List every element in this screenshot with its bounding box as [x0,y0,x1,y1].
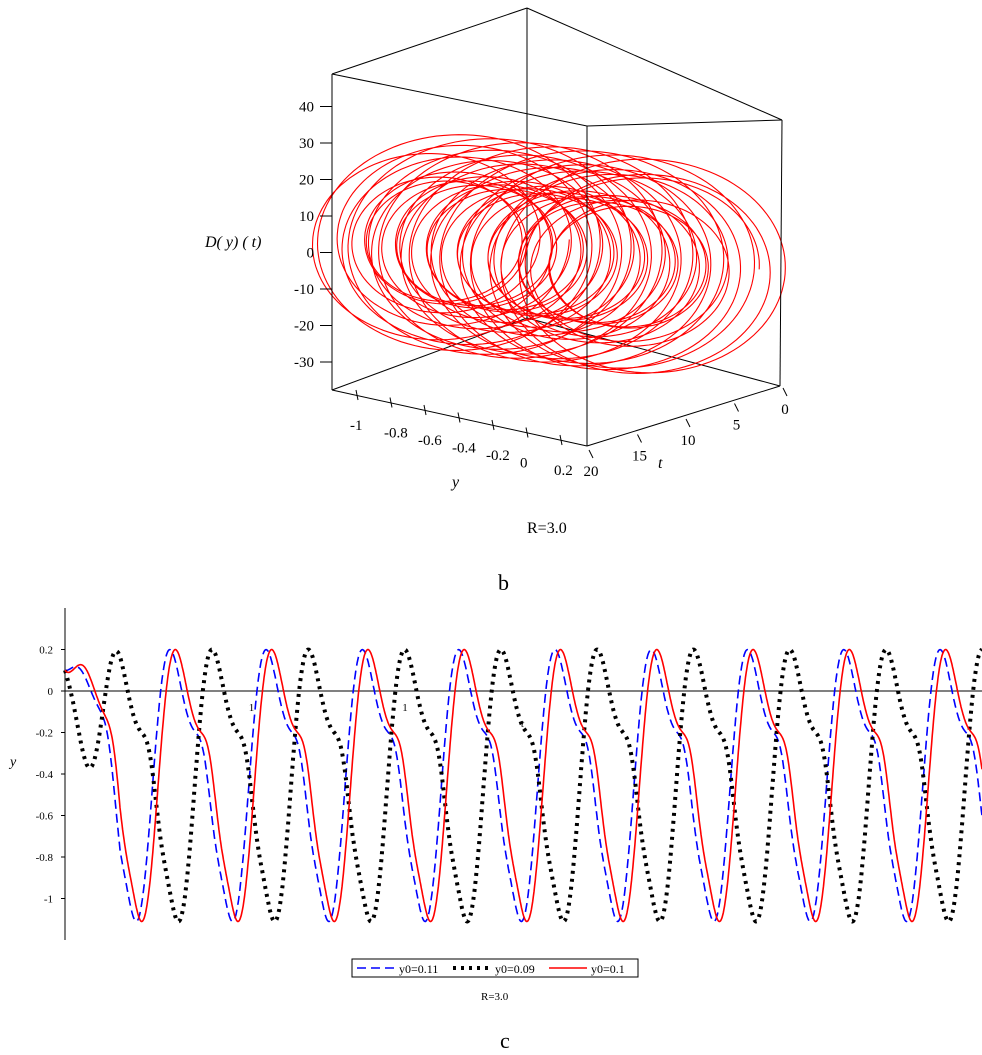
axes-2d: 0.2 0 -0.2 -0.4 -0.6 -0.8 -1 1 1 [36,608,982,940]
box-edge [526,317,781,387]
panel-label-c: c [500,1028,510,1053]
axis-ticks-3d: -30 -20 -10 0 10 20 30 40 -1 -0.8 -0.6 -0.4 -0.2 0 0.2… [294,100,789,481]
box-edge [586,385,781,447]
chart-3d: -30 -20 -10 0 10 20 30 40 -1 -0.8 -0.6 -0.4 -0.2 0 0.2… [204,7,789,491]
y-tick-label: -1 [44,894,53,906]
caption-b: R=3.0 [527,520,567,537]
t-tick-mark [685,418,691,428]
legend-label: y0=0.11 [399,962,438,976]
y-tick-label: 0.2 [554,463,573,479]
y-tick-label: 0.2 [39,645,53,657]
z-tick-label: 30 [299,136,314,152]
box-edge [331,73,588,127]
y-tick-mark [355,389,359,401]
box-edge [526,7,783,121]
y-tick-label: -1 [350,418,363,434]
y-tick-mark [559,434,563,446]
y-tick-label: -0.8 [384,426,408,442]
y-tick-label: -0.6 [36,811,54,823]
y-tick-label: -0.2 [486,448,510,464]
t-tick-label: 5 [733,418,741,434]
y-tick-label: -0.4 [452,441,476,457]
legend-label: y0=0.1 [591,962,625,976]
box-edge [779,119,783,387]
t-axis-label: t [658,455,663,472]
t-tick-mark [588,449,594,459]
z-tick-label: 0 [307,246,315,262]
y-tick-label: -0.8 [36,852,54,864]
x-tick-label: 1 [402,702,408,714]
panel-label-b: b [498,570,509,595]
y-tick-label: -0.2 [36,728,53,740]
t-tick-label: 10 [681,433,696,449]
y-tick-mark [389,397,393,408]
series-line-2 [64,648,982,923]
z-tick-label: -20 [294,319,314,335]
series-line-1 [63,647,982,924]
x-axis-label: y [450,474,460,491]
z-axis-label: D( y) ( t) [204,234,261,251]
y-tick-mark [525,427,529,438]
y-tick-label: 0 [48,686,54,698]
legend: y0=0.11 y0=0.09 y0=0.1 [351,958,639,978]
series-lines-2d [63,647,982,924]
t-tick-mark [782,387,788,397]
z-tick-label: -30 [294,355,314,371]
y-tick-mark [491,419,495,431]
t-tick-label: 0 [781,402,789,418]
x-axis-label-2d: t [521,718,525,730]
z-tick-label: 40 [299,100,314,116]
box-edge [331,7,528,75]
z-tick-label: 10 [299,209,314,225]
t-tick-label: 20 [584,464,599,480]
z-tick-label: -10 [294,282,314,298]
z-tick-label: 20 [299,173,314,189]
y-tick-mark [423,404,427,416]
y-tick-mark [457,412,461,423]
t-tick-label: 15 [632,449,647,465]
t-tick-mark [734,403,739,412]
series-line-0 [64,648,982,923]
legend-label: y0=0.09 [495,962,535,976]
box-front-edges [331,73,783,447]
y-tick-label: 0 [520,456,528,472]
box-edge [586,119,783,127]
y-tick-label: -0.6 [418,433,442,449]
caption-c: R=3.0 [481,991,509,1003]
t-tick-mark [637,434,642,443]
series-trajectory-3d [311,134,786,374]
y-tick-label: -0.4 [36,769,54,781]
trajectory-3d-path [311,134,786,374]
legend-box [351,958,639,978]
x-tick-label: 1 [249,702,255,714]
chart-2d: 0.20-0.2-0.4-0.6-0.8-11 1 y0=0.11 y0=0.09 y… [8,608,982,1003]
y-axis-label-2d: y [8,755,17,770]
